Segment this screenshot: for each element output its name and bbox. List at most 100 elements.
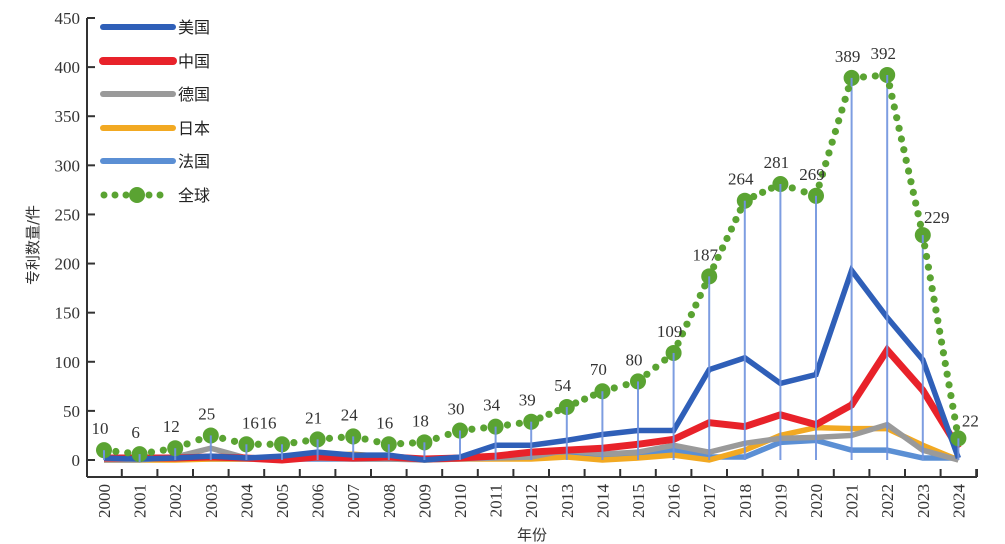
global-dot bbox=[893, 114, 901, 122]
legend-label: 中国 bbox=[178, 52, 210, 71]
legend-dot bbox=[122, 191, 130, 199]
global-dot bbox=[859, 73, 868, 81]
global-dot bbox=[831, 127, 840, 136]
global-dot bbox=[515, 419, 523, 427]
data-label: 54 bbox=[554, 376, 572, 395]
global-dot bbox=[290, 439, 298, 447]
y-tick-label: 400 bbox=[55, 58, 81, 77]
legend-dot bbox=[145, 191, 153, 199]
global-dot bbox=[732, 216, 740, 224]
y-tick-label: 0 bbox=[72, 451, 81, 470]
global-dot bbox=[828, 138, 836, 146]
global-dot bbox=[643, 370, 651, 378]
legend-dot bbox=[156, 191, 164, 199]
x-tick-label: 2016 bbox=[665, 484, 684, 518]
global-dot bbox=[907, 178, 915, 186]
legend-label: 法国 bbox=[178, 152, 210, 171]
global-dot bbox=[736, 206, 744, 214]
legend-label: 全球 bbox=[178, 186, 210, 205]
global-dot bbox=[841, 95, 849, 103]
global-dot bbox=[325, 434, 334, 442]
data-label: 39 bbox=[519, 391, 536, 410]
global-dot bbox=[622, 381, 630, 389]
global-dot bbox=[941, 359, 949, 368]
global-dot bbox=[687, 311, 696, 319]
global-dot bbox=[939, 349, 948, 357]
legend-dot bbox=[100, 191, 108, 199]
global-dot bbox=[373, 438, 381, 446]
y-tick-label: 250 bbox=[55, 205, 81, 224]
global-dot bbox=[302, 437, 310, 445]
global-dot bbox=[610, 384, 618, 392]
global-dot bbox=[921, 242, 929, 250]
global-dot bbox=[885, 82, 894, 90]
x-axis-title: 年份 bbox=[517, 526, 547, 544]
global-dot bbox=[912, 199, 920, 207]
global-dot bbox=[945, 381, 953, 389]
global-dot bbox=[900, 146, 908, 154]
data-label: 25 bbox=[198, 404, 215, 423]
global-dot bbox=[183, 440, 191, 448]
x-tick-label: 2005 bbox=[273, 484, 292, 518]
legend-label: 德国 bbox=[178, 85, 210, 104]
global-dot bbox=[652, 363, 660, 371]
global-dot bbox=[943, 370, 951, 378]
x-tick-label: 2000 bbox=[95, 484, 114, 518]
global-dot bbox=[112, 447, 120, 456]
global-dot bbox=[408, 439, 417, 447]
global-dot bbox=[895, 124, 903, 132]
global-dot bbox=[914, 210, 922, 218]
data-label: 18 bbox=[412, 411, 429, 430]
x-tick-label: 2017 bbox=[700, 484, 719, 519]
x-ticks: 2000 2001 2002 2003 2004 2005 2006 2007 2008 2009… bbox=[95, 469, 978, 519]
global-dot bbox=[922, 252, 931, 261]
global-dot bbox=[230, 437, 239, 445]
global-dot bbox=[937, 338, 946, 346]
x-tick-label: 2010 bbox=[451, 484, 470, 518]
global-dot bbox=[254, 440, 262, 448]
data-label: 16 bbox=[260, 413, 277, 432]
global-dot bbox=[936, 327, 944, 335]
global-dot bbox=[581, 395, 589, 403]
y-tick-label: 100 bbox=[55, 353, 81, 372]
global-dot bbox=[674, 339, 682, 347]
x-tick-label: 2019 bbox=[771, 484, 790, 518]
global-dot bbox=[701, 282, 709, 290]
legend-dot bbox=[111, 191, 119, 199]
data-label: 264 bbox=[728, 170, 754, 189]
data-label: 16 bbox=[376, 413, 393, 432]
y-ticks: 0 50 100 150 200 250 300 350 400 450 bbox=[55, 9, 95, 470]
global-dot bbox=[909, 188, 917, 196]
global-dot bbox=[947, 391, 955, 400]
global-dot bbox=[266, 440, 274, 448]
x-tick-label: 2012 bbox=[522, 484, 541, 518]
global-dot bbox=[727, 225, 736, 233]
x-tick-label: 2006 bbox=[309, 484, 328, 518]
x-tick-label: 2004 bbox=[237, 484, 256, 519]
global-dot bbox=[480, 424, 488, 432]
x-tick-label: 2009 bbox=[415, 484, 434, 518]
x-tick-label: 2021 bbox=[843, 484, 862, 518]
global-dot bbox=[759, 188, 767, 196]
data-label: 10 bbox=[92, 419, 109, 438]
data-label: 24 bbox=[341, 405, 359, 424]
global-dot bbox=[661, 356, 669, 364]
data-label: 389 bbox=[835, 47, 861, 66]
x-tick-label: 2002 bbox=[166, 484, 185, 518]
y-tick-label: 200 bbox=[55, 255, 81, 274]
global-dot bbox=[678, 330, 687, 338]
global-dot bbox=[902, 156, 910, 164]
data-label: 12 bbox=[163, 417, 180, 436]
global-dot bbox=[219, 434, 227, 442]
data-label: 392 bbox=[870, 44, 896, 63]
global-dot bbox=[932, 306, 940, 314]
global-dot bbox=[683, 320, 691, 328]
global-dot bbox=[710, 263, 718, 271]
global-dot bbox=[822, 160, 830, 168]
x-tick-label: 2001 bbox=[131, 484, 150, 518]
y-tick-label: 150 bbox=[55, 304, 81, 323]
global-dot bbox=[124, 449, 132, 457]
y-tick-label: 350 bbox=[55, 107, 81, 126]
